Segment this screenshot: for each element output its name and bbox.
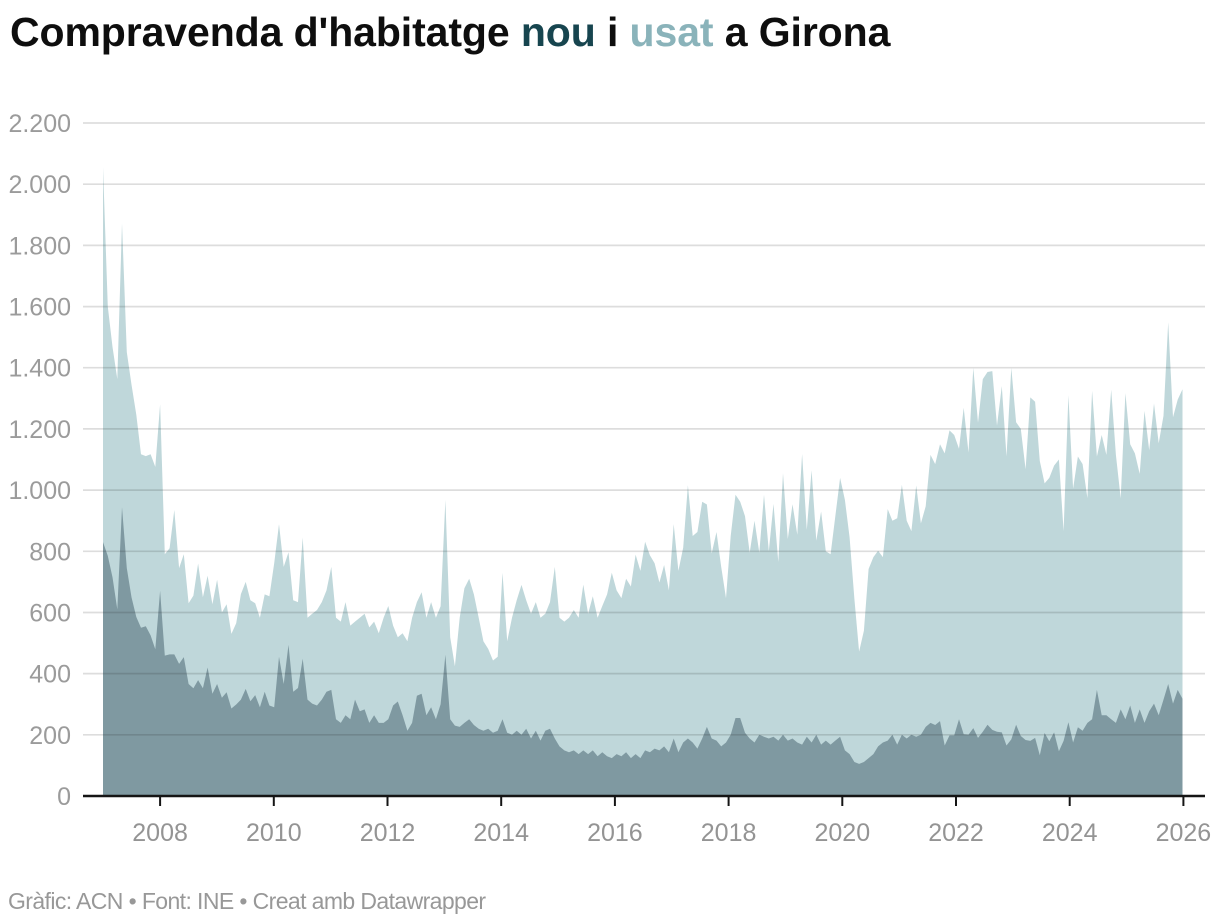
svg-text:2024: 2024 — [1042, 819, 1098, 847]
svg-text:1.000: 1.000 — [8, 477, 71, 505]
svg-text:0: 0 — [57, 783, 71, 811]
svg-text:600: 600 — [29, 600, 71, 628]
svg-text:2020: 2020 — [814, 819, 870, 847]
svg-text:2010: 2010 — [246, 819, 302, 847]
svg-text:1.600: 1.600 — [8, 294, 71, 322]
svg-text:200: 200 — [29, 722, 71, 750]
svg-text:1.400: 1.400 — [8, 355, 71, 383]
svg-text:2022: 2022 — [928, 819, 984, 847]
svg-text:2008: 2008 — [132, 819, 188, 847]
svg-text:2014: 2014 — [473, 819, 529, 847]
svg-text:2018: 2018 — [701, 819, 757, 847]
svg-text:1.200: 1.200 — [8, 416, 71, 444]
svg-text:2012: 2012 — [360, 819, 416, 847]
svg-text:800: 800 — [29, 538, 71, 566]
svg-text:400: 400 — [29, 661, 71, 689]
svg-text:1.800: 1.800 — [8, 232, 71, 260]
svg-text:2016: 2016 — [587, 819, 643, 847]
svg-text:2.000: 2.000 — [8, 171, 71, 199]
svg-text:2026: 2026 — [1156, 819, 1212, 847]
svg-text:2.200: 2.200 — [8, 110, 71, 138]
